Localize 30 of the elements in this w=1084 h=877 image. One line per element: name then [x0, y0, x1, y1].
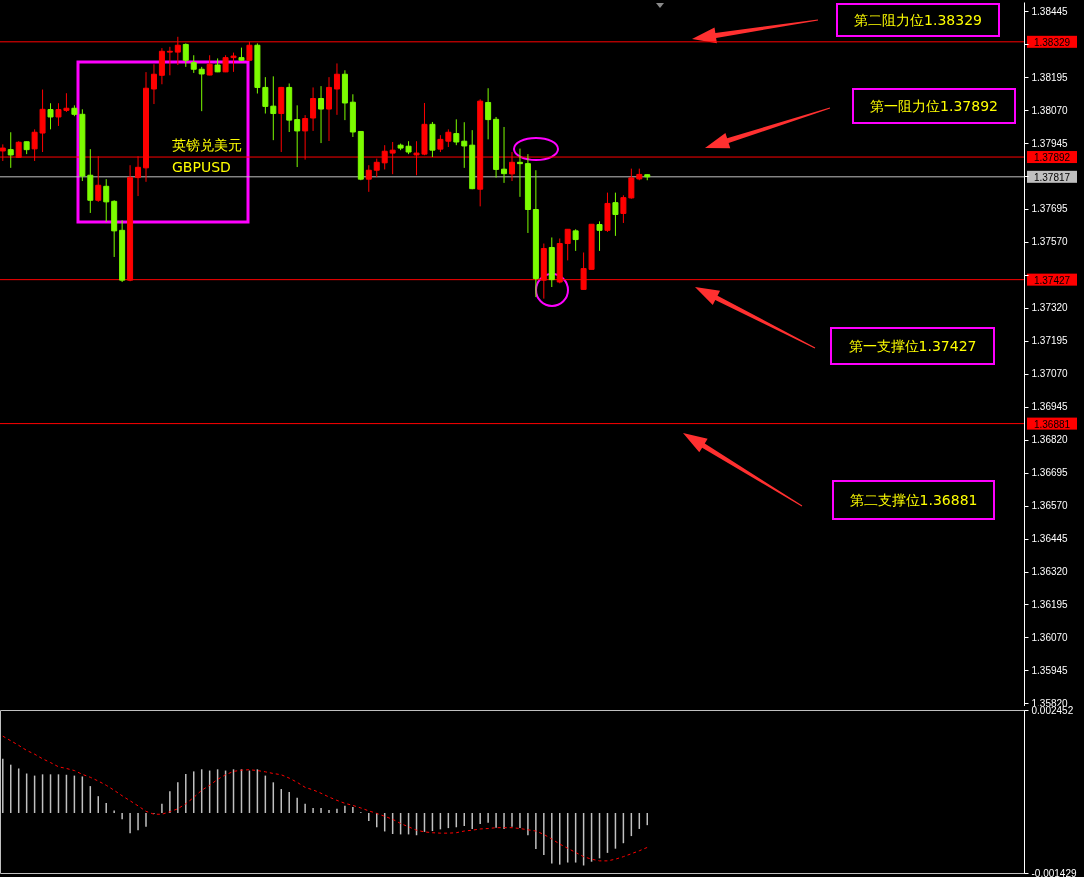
y-tick-label: 1.35945 [1031, 664, 1069, 676]
text: GBPUSD [172, 159, 231, 175]
annotation: 第一阻力位1.37892 [870, 98, 998, 114]
y-tick-label: 1.37070 [1031, 368, 1069, 380]
ref-line-label: 1.37817 [1033, 171, 1071, 183]
y-tick-label: 1.37320 [1031, 302, 1069, 314]
y-tick-label: -0.001429 [1031, 867, 1077, 877]
y-tick-label: 1.36070 [1031, 631, 1069, 643]
y-tick-label: 1.36945 [1031, 401, 1069, 413]
ref-line-label: 1.37892 [1033, 152, 1071, 164]
y-tick-label: 1.38070 [1031, 104, 1069, 116]
y-tick-label: 1.37570 [1031, 236, 1069, 248]
y-tick-label: 1.36320 [1031, 566, 1069, 578]
ref-line-label: 1.38329 [1033, 36, 1071, 48]
y-tick-label: 1.36445 [1031, 533, 1069, 545]
annotation: 第一支撑位1.37427 [848, 338, 977, 354]
y-tick-label: 1.37695 [1031, 203, 1069, 215]
text: 英镑兑美元 [172, 137, 242, 153]
y-tick-label: 1.36195 [1031, 598, 1069, 610]
annotation: 第二支撑位1.36881 [849, 492, 978, 508]
ref-line-label: 1.37427 [1033, 274, 1071, 286]
y-tick-label: 1.36820 [1031, 434, 1069, 446]
y-tick-label: 1.38195 [1031, 71, 1069, 83]
y-tick-label: 1.36695 [1031, 467, 1069, 479]
annotation: 第二阻力位1.38329 [854, 12, 982, 28]
y-tick-label: 1.36570 [1031, 500, 1069, 512]
y-tick-label: 1.37195 [1031, 335, 1069, 347]
y-tick-label: 1.38445 [1031, 5, 1069, 17]
y-tick-label: 1.37945 [1031, 137, 1069, 149]
ref-line-label: 1.36881 [1033, 418, 1071, 430]
